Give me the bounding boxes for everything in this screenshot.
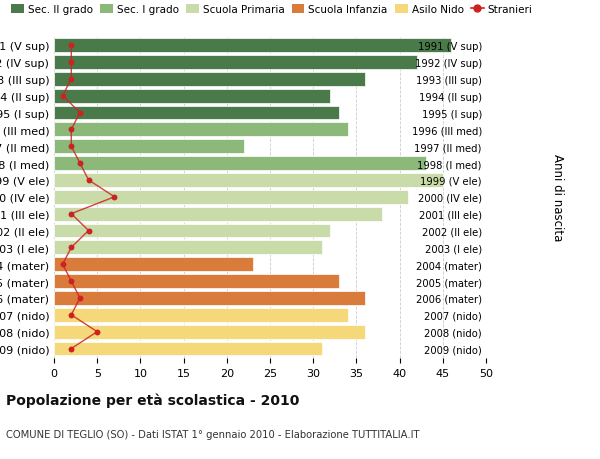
Bar <box>54 190 408 204</box>
Bar <box>54 224 331 238</box>
Point <box>58 261 67 269</box>
Point <box>67 59 76 67</box>
Bar <box>54 174 443 187</box>
Point <box>75 160 85 168</box>
Bar <box>54 325 365 339</box>
Point <box>67 42 76 50</box>
Bar <box>54 291 365 305</box>
Point <box>75 295 85 302</box>
Point <box>67 76 76 83</box>
Bar <box>54 308 348 322</box>
Bar <box>54 140 244 154</box>
Point <box>67 345 76 353</box>
Bar <box>54 73 365 86</box>
Point <box>84 177 94 184</box>
Bar <box>54 90 331 103</box>
Point <box>75 110 85 117</box>
Bar <box>54 56 417 70</box>
Point <box>67 244 76 252</box>
Bar <box>54 258 253 272</box>
Text: Popolazione per età scolastica - 2010: Popolazione per età scolastica - 2010 <box>6 392 299 407</box>
Bar <box>54 123 348 137</box>
Point <box>92 328 102 336</box>
Point <box>67 312 76 319</box>
Text: COMUNE DI TEGLIO (SO) - Dati ISTAT 1° gennaio 2010 - Elaborazione TUTTITALIA.IT: COMUNE DI TEGLIO (SO) - Dati ISTAT 1° ge… <box>6 429 419 439</box>
Bar <box>54 274 339 288</box>
Bar <box>54 342 322 356</box>
Bar <box>54 207 382 221</box>
Point <box>110 194 119 201</box>
Bar <box>54 241 322 255</box>
Bar <box>54 106 339 120</box>
Point <box>58 93 67 100</box>
Point <box>67 143 76 151</box>
Point <box>67 126 76 134</box>
Point <box>67 278 76 285</box>
Bar <box>54 157 425 171</box>
Y-axis label: Anni di nascita: Anni di nascita <box>551 154 564 241</box>
Legend: Sec. II grado, Sec. I grado, Scuola Primaria, Scuola Infanzia, Asilo Nido, Stran: Sec. II grado, Sec. I grado, Scuola Prim… <box>11 5 533 15</box>
Point <box>67 211 76 218</box>
Bar <box>54 39 451 53</box>
Point <box>84 227 94 235</box>
